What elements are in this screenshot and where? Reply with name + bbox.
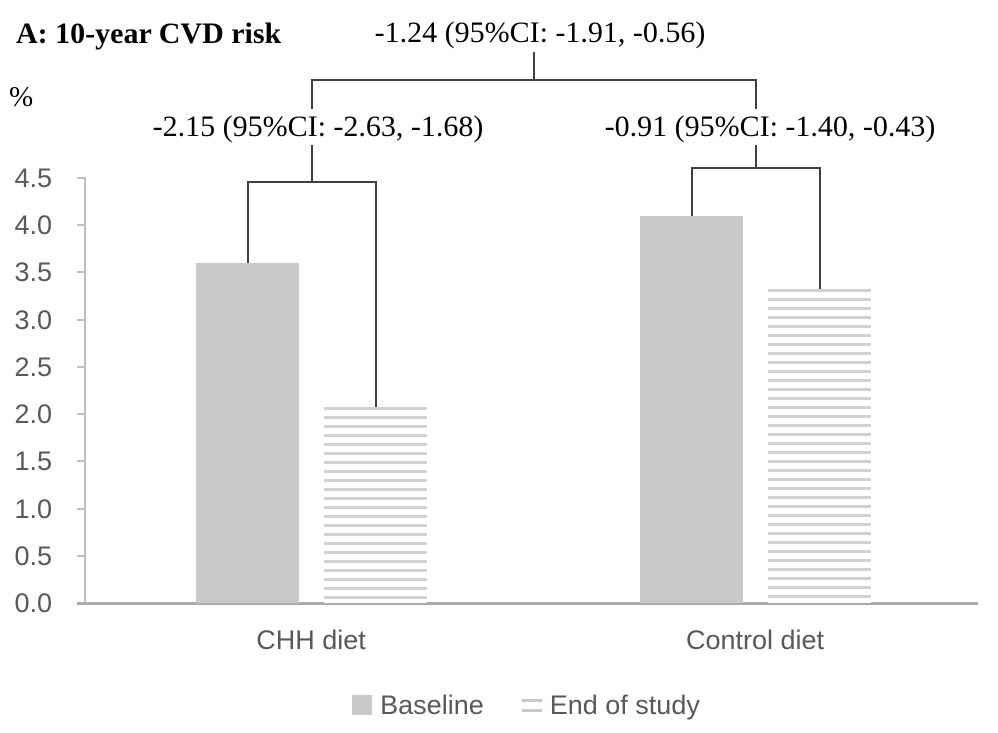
y-tick-label: 0.0 bbox=[14, 588, 52, 618]
y-axis-line bbox=[84, 177, 86, 603]
y-tick-label: 4.5 bbox=[14, 163, 52, 193]
legend: Baseline End of study bbox=[27, 690, 998, 720]
bar-chh-diet-baseline bbox=[195, 263, 299, 603]
bracket-chh-diet-left-leg bbox=[247, 181, 249, 263]
solid-swatch-icon bbox=[352, 695, 373, 715]
y-tick-label: 1.5 bbox=[14, 446, 52, 477]
y-tick-mark bbox=[77, 318, 85, 321]
bar-control-diet-end-of-study bbox=[767, 288, 871, 603]
annotation-chh-difference: -2.15 (95%CI: -2.63, -1.68) bbox=[152, 110, 484, 143]
bracket-control-diet-horizontal bbox=[691, 167, 821, 169]
y-axis-unit-label: % bbox=[9, 81, 34, 113]
figure-title: A: 10-year CVD risk bbox=[16, 17, 282, 50]
y-tick-label: 3.5 bbox=[14, 257, 52, 288]
category-label-control-diet: Control diet bbox=[685, 625, 825, 655]
striped-swatch-icon bbox=[521, 698, 542, 712]
annotation-overall-difference: -1.24 (95%CI: -1.91, -0.56) bbox=[374, 16, 706, 49]
legend-item-baseline: Baseline bbox=[352, 690, 484, 720]
annotation-control-difference: -0.91 (95%CI: -1.40, -0.43) bbox=[604, 110, 936, 143]
y-tick-label: 0.5 bbox=[14, 540, 52, 571]
y-tick-mark bbox=[77, 271, 85, 274]
bracket-control-diet-right-leg bbox=[819, 167, 821, 289]
y-tick-mark bbox=[77, 177, 85, 179]
y-tick-mark bbox=[77, 554, 85, 557]
bracket-overall-left-leg bbox=[311, 79, 313, 109]
bracket-control-diet-left-leg bbox=[691, 167, 693, 216]
bar-chh-diet-end-of-study bbox=[323, 406, 427, 603]
bracket-chh-diet-stem bbox=[311, 145, 313, 181]
y-tick-mark bbox=[77, 365, 85, 368]
bracket-chh-diet-horizontal bbox=[247, 181, 377, 183]
bracket-control-diet-stem bbox=[755, 145, 757, 167]
x-axis-line bbox=[77, 602, 978, 605]
bar-control-diet-baseline bbox=[639, 215, 743, 603]
category-label-chh-diet: CHH diet bbox=[256, 625, 366, 655]
y-tick-label: 4.0 bbox=[14, 210, 52, 241]
y-tick-label: 1.0 bbox=[14, 493, 52, 524]
bracket-overall-right-leg bbox=[755, 79, 757, 109]
y-tick-label: 2.0 bbox=[14, 399, 52, 430]
legend-label-baseline: Baseline bbox=[380, 690, 484, 720]
y-tick-mark bbox=[77, 413, 85, 416]
legend-item-end-of-study: End of study bbox=[521, 690, 700, 720]
bracket-chh-diet-right-leg bbox=[375, 181, 377, 407]
y-tick-mark bbox=[77, 460, 85, 463]
y-tick-mark bbox=[77, 507, 85, 510]
y-tick-mark bbox=[77, 224, 85, 227]
bracket-overall-horizontal bbox=[311, 79, 757, 81]
bracket-overall-stem bbox=[533, 52, 535, 79]
y-tick-label: 2.5 bbox=[14, 351, 52, 382]
legend-label-end-of-study: End of study bbox=[549, 690, 700, 720]
y-tick-label: 3.0 bbox=[14, 304, 52, 335]
